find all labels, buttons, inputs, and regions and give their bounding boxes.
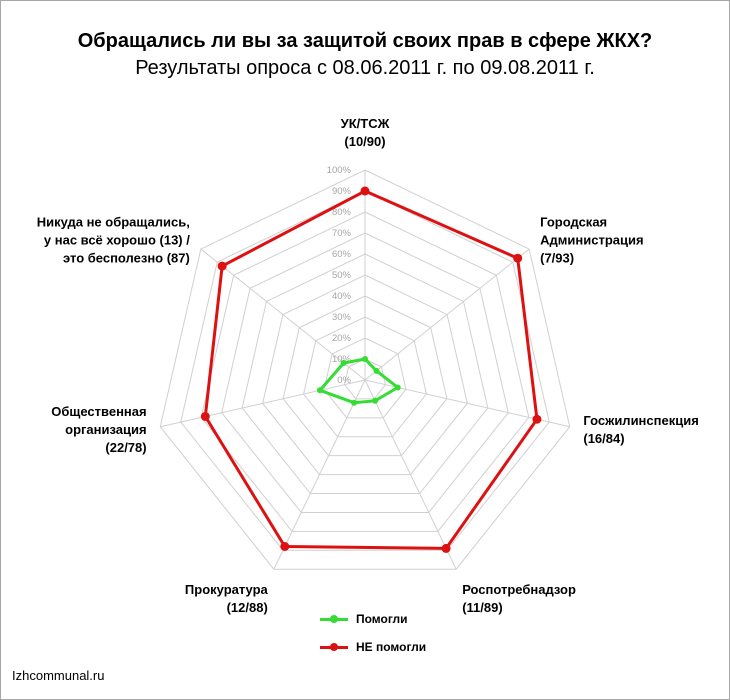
grid-ring xyxy=(282,295,448,457)
legend-item-helped: Помогли xyxy=(320,612,460,626)
legend-item-not-helped: НЕ помогли xyxy=(320,640,460,654)
grid-ring xyxy=(241,253,489,495)
data-point-not-helped xyxy=(200,411,210,421)
grid-ring xyxy=(343,358,387,400)
r-axis-tick-label: 70% xyxy=(332,228,352,239)
series-line-not-helped xyxy=(203,189,539,550)
grid-ring xyxy=(200,211,530,532)
r-axis-tick-label: 60% xyxy=(332,249,352,260)
r-axis-tick-label: 40% xyxy=(332,291,352,302)
legend-label-helped: Помогли xyxy=(356,612,408,626)
data-point-helped xyxy=(351,399,358,406)
chart-title: Обращались ли вы за защитой своих прав в… xyxy=(77,30,653,52)
chart-subtitle: Результаты опроса с 08.06.2011 г. по 09.… xyxy=(135,57,595,79)
data-point-not-helped xyxy=(217,261,227,271)
data-point-not-helped xyxy=(360,186,370,196)
legend-label-not-helped: НЕ помогли xyxy=(356,640,427,654)
grid-spoke xyxy=(364,379,457,570)
legend-marker-not-helped xyxy=(330,643,338,651)
data-point-not-helped xyxy=(280,541,290,551)
site-watermark: Izhcommunal.ru xyxy=(12,668,105,683)
r-axis-tick-label: 90% xyxy=(332,186,352,197)
data-point-helped xyxy=(362,356,368,362)
data-point-helped xyxy=(394,384,401,391)
r-axis-tick-label: 80% xyxy=(332,207,352,218)
data-point-helped xyxy=(340,359,347,366)
r-axis-tick-label: 50% xyxy=(332,270,352,281)
grid-spoke xyxy=(273,379,366,570)
category-label: Госжилинспекция (16/84) xyxy=(583,413,698,446)
data-point-not-helped xyxy=(513,253,523,263)
data-point-helped xyxy=(373,367,380,374)
r-axis-tick-label: 10% xyxy=(332,354,352,365)
series-line-helped xyxy=(317,357,401,405)
legend-marker-helped xyxy=(330,615,338,623)
grid-ring xyxy=(159,169,571,570)
data-point-not-helped xyxy=(441,543,451,553)
category-label: УК/ТСЖ (10/90) xyxy=(341,116,390,149)
grid-ring xyxy=(180,190,550,551)
r-axis-tick-label: 30% xyxy=(332,312,352,323)
data-point-not-helped xyxy=(532,414,542,424)
category-label: Никуда не обращались, у нас всё хорошо (1… xyxy=(37,214,191,265)
data-point-helped xyxy=(316,387,323,394)
r-axis-tick-label: 20% xyxy=(332,333,352,344)
legend: Помогли НЕ помогли xyxy=(320,612,460,662)
category-label: Роспотребнадзор (11/89) xyxy=(462,582,576,615)
category-label: Прокуратура (12/88) xyxy=(185,582,269,615)
grid-spoke xyxy=(200,248,366,381)
grid-ring xyxy=(262,274,468,476)
category-label: Общественная организация (22/78) xyxy=(51,404,146,455)
grid-ring xyxy=(221,232,509,513)
data-point-helped xyxy=(372,397,379,404)
r-axis-tick-label: 0% xyxy=(337,375,351,386)
grid-spoke xyxy=(160,379,366,428)
grid-spoke xyxy=(364,248,530,381)
r-axis-tick-label: 100% xyxy=(327,165,352,176)
category-label: Городская Администрация (7/93) xyxy=(540,214,643,265)
grid-ring xyxy=(303,316,427,438)
grid-ring xyxy=(323,337,407,419)
